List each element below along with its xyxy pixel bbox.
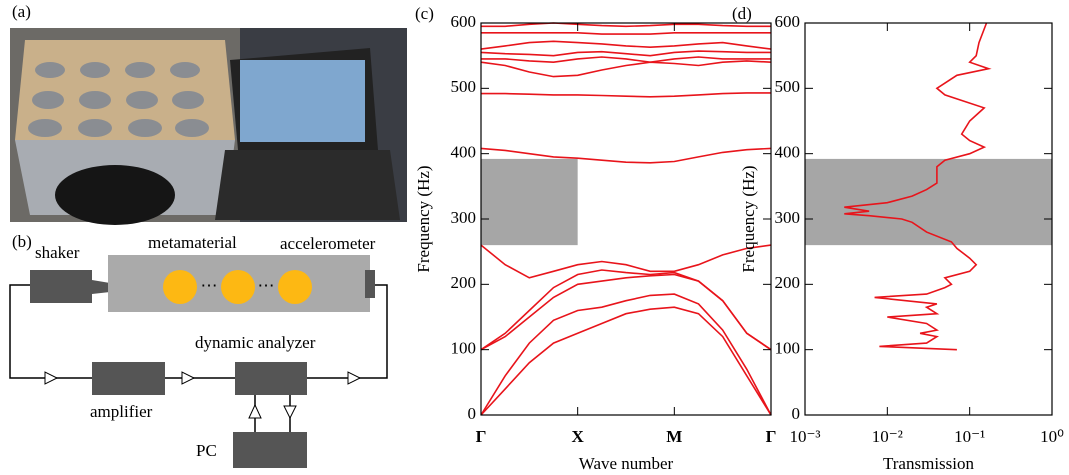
y-tick-label: 200 [775,273,801,292]
curve [480,60,772,78]
y-tick-label: 100 [775,339,801,358]
svg-text:⋯: ⋯ [258,276,275,295]
y-tick-label: 600 [775,12,801,31]
y-tick-label: 600 [451,12,477,31]
y-axis-label: Frequency (Hz) [739,165,758,272]
y-tick-label: 300 [451,208,477,227]
y-tick-label: 200 [451,273,477,292]
label: metamaterial [148,233,237,252]
photo [10,28,407,225]
x-tick-label: M [666,427,682,446]
y-tick-label: 500 [775,77,801,96]
y-tick-label: 0 [792,404,801,423]
y-tick-label: 300 [775,208,801,227]
panel-label: (b) [12,232,32,251]
label: PC [196,441,217,460]
y-tick-label: 400 [775,143,801,162]
panel-label: (d) [732,4,752,23]
curve [481,31,771,35]
y-tick-label: 0 [468,404,477,423]
curve [480,306,772,416]
x-tick-label: 10⁻¹ [954,427,985,446]
curve [480,147,772,164]
curve [481,22,771,28]
panel-label: (c) [415,4,434,23]
label: amplifier [90,402,153,421]
svg-text:⋯: ⋯ [201,276,218,295]
curve [480,244,772,279]
y-axis-label: Frequency (Hz) [414,165,433,272]
curve [480,40,772,50]
label: dynamic analyzer [195,333,316,352]
curve [481,92,771,98]
band-gap [805,158,1052,246]
y-tick-label: 500 [451,77,477,96]
curve [480,50,771,57]
x-tick-label: 10⁰ [1040,427,1064,446]
curve [481,56,771,64]
x-tick-label: Γ [476,427,487,446]
y-tick-label: 400 [451,143,477,162]
curve [480,269,772,351]
x-tick-label: Γ [766,427,777,446]
x-tick-label: 10⁻³ [789,427,820,446]
band-gap [481,158,578,246]
curve [844,22,992,351]
x-axis-label: Transmission [883,454,975,473]
panel-label: (a) [12,2,31,21]
label: shaker [35,243,80,262]
x-tick-label: 10⁻² [872,427,903,446]
label: accelerometer [280,234,376,253]
setup-diagram: ⋯ ⋯ [9,255,388,468]
x-axis-label: Wave number [579,454,674,473]
curve [480,293,772,416]
x-tick-label: X [572,427,585,446]
y-tick-label: 100 [451,339,477,358]
